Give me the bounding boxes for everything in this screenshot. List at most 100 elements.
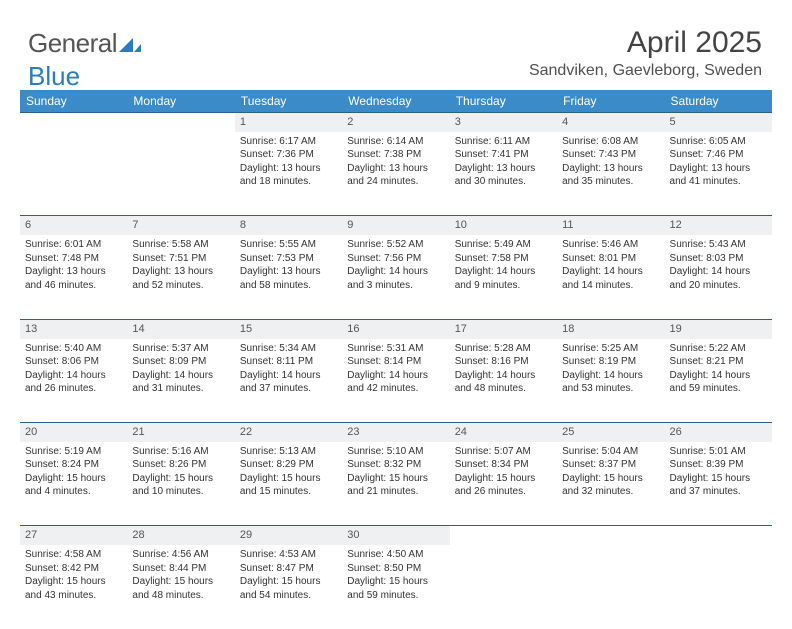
sunrise-text: Sunrise: 6:08 AM (562, 135, 659, 149)
logo-sail-icon (119, 30, 141, 61)
sunrise-text: Sunrise: 5:34 AM (240, 342, 337, 356)
day-number: 10 (450, 216, 557, 235)
sunrise-text: Sunrise: 5:16 AM (132, 445, 229, 459)
sunrise-text: Sunrise: 5:04 AM (562, 445, 659, 459)
day-number: 1 (235, 113, 342, 132)
day-cell: Sunrise: 5:10 AMSunset: 8:32 PMDaylight:… (342, 442, 449, 526)
day-number: 4 (557, 113, 664, 132)
sunset-text: Sunset: 8:26 PM (132, 458, 229, 472)
day-cell: Sunrise: 5:28 AMSunset: 8:16 PMDaylight:… (450, 339, 557, 423)
data-row: Sunrise: 5:19 AMSunset: 8:24 PMDaylight:… (20, 442, 772, 526)
sunrise-text: Sunrise: 6:05 AM (670, 135, 767, 149)
day-number: 9 (342, 216, 449, 235)
day-number: 29 (235, 526, 342, 545)
sunrise-text: Sunrise: 5:13 AM (240, 445, 337, 459)
day-number: 28 (127, 526, 234, 545)
col-thursday: Thursday (450, 90, 557, 113)
day-cell: Sunrise: 5:34 AMSunset: 8:11 PMDaylight:… (235, 339, 342, 423)
daylight-text-2: and 30 minutes. (455, 175, 552, 189)
col-sunday: Sunday (20, 90, 127, 113)
daylight-text-1: Daylight: 15 hours (670, 472, 767, 486)
daylight-text-1: Daylight: 15 hours (562, 472, 659, 486)
day-cell: Sunrise: 5:49 AMSunset: 7:58 PMDaylight:… (450, 235, 557, 319)
sunrise-text: Sunrise: 5:22 AM (670, 342, 767, 356)
day-number: 7 (127, 216, 234, 235)
sunset-text: Sunset: 7:53 PM (240, 252, 337, 266)
day-cell: Sunrise: 5:07 AMSunset: 8:34 PMDaylight:… (450, 442, 557, 526)
daylight-text-2: and 41 minutes. (670, 175, 767, 189)
sunset-text: Sunset: 8:19 PM (562, 355, 659, 369)
data-row: Sunrise: 4:58 AMSunset: 8:42 PMDaylight:… (20, 545, 772, 629)
day-cell: Sunrise: 6:01 AMSunset: 7:48 PMDaylight:… (20, 235, 127, 319)
day-cell: Sunrise: 4:50 AMSunset: 8:50 PMDaylight:… (342, 545, 449, 629)
day-cell: Sunrise: 6:08 AMSunset: 7:43 PMDaylight:… (557, 132, 664, 216)
day-number: 19 (665, 319, 772, 338)
sunrise-text: Sunrise: 5:52 AM (347, 238, 444, 252)
day-cell: Sunrise: 5:55 AMSunset: 7:53 PMDaylight:… (235, 235, 342, 319)
daylight-text-2: and 9 minutes. (455, 279, 552, 293)
day-cell: Sunrise: 5:04 AMSunset: 8:37 PMDaylight:… (557, 442, 664, 526)
daylight-text-1: Daylight: 15 hours (455, 472, 552, 486)
daylight-text-1: Daylight: 14 hours (670, 265, 767, 279)
daylight-text-2: and 4 minutes. (25, 485, 122, 499)
day-cell: Sunrise: 6:05 AMSunset: 7:46 PMDaylight:… (665, 132, 772, 216)
sunrise-text: Sunrise: 5:25 AM (562, 342, 659, 356)
daylight-text-1: Daylight: 13 hours (347, 162, 444, 176)
daylight-text-1: Daylight: 14 hours (25, 369, 122, 383)
day-number: 15 (235, 319, 342, 338)
daylight-text-2: and 52 minutes. (132, 279, 229, 293)
sunset-text: Sunset: 7:48 PM (25, 252, 122, 266)
sunrise-text: Sunrise: 6:01 AM (25, 238, 122, 252)
daylight-text-2: and 48 minutes. (132, 589, 229, 603)
day-cell: Sunrise: 4:56 AMSunset: 8:44 PMDaylight:… (127, 545, 234, 629)
daylight-text-2: and 53 minutes. (562, 382, 659, 396)
data-row: Sunrise: 6:01 AMSunset: 7:48 PM Daylight:… (20, 235, 772, 319)
day-cell: Sunrise: 5:46 AMSunset: 8:01 PMDaylight:… (557, 235, 664, 319)
daylight-text-1: Daylight: 13 hours (562, 162, 659, 176)
logo: General Blue (28, 28, 141, 92)
sunset-text: Sunset: 8:42 PM (25, 562, 122, 576)
day-number: 17 (450, 319, 557, 338)
sunrise-text: Sunrise: 5:55 AM (240, 238, 337, 252)
sunrise-text: Sunrise: 5:10 AM (347, 445, 444, 459)
day-cell: Sunrise: 5:58 AMSunset: 7:51 PMDaylight:… (127, 235, 234, 319)
sunset-text: Sunset: 7:38 PM (347, 148, 444, 162)
sunrise-text: Sunrise: 6:14 AM (347, 135, 444, 149)
daylight-text-2: and 20 minutes. (670, 279, 767, 293)
day-cell: Sunrise: 4:58 AMSunset: 8:42 PMDaylight:… (20, 545, 127, 629)
daylight-text-2: and 24 minutes. (347, 175, 444, 189)
day-number: 8 (235, 216, 342, 235)
logo-text-2: Blue (28, 61, 80, 91)
day-cell (665, 545, 772, 629)
daynum-row: 6789101112 (20, 216, 772, 235)
col-monday: Monday (127, 90, 234, 113)
daylight-text-1: Daylight: 14 hours (562, 265, 659, 279)
day-number (20, 113, 127, 132)
day-cell: Sunrise: 5:16 AMSunset: 8:26 PMDaylight:… (127, 442, 234, 526)
day-cell: Sunrise: 5:52 AMSunset: 7:56 PMDaylight:… (342, 235, 449, 319)
day-number: 22 (235, 423, 342, 442)
day-number: 24 (450, 423, 557, 442)
day-number: 6 (20, 216, 127, 235)
daylight-text-2: and 21 minutes. (347, 485, 444, 499)
logo-text-1: General (28, 28, 117, 58)
day-number: 12 (665, 216, 772, 235)
sunset-text: Sunset: 7:41 PM (455, 148, 552, 162)
daylight-text-1: Daylight: 14 hours (132, 369, 229, 383)
day-number (450, 526, 557, 545)
daylight-text-2: and 18 minutes. (240, 175, 337, 189)
day-number: 16 (342, 319, 449, 338)
daylight-text-2: and 31 minutes. (132, 382, 229, 396)
daylight-text-1: Daylight: 13 hours (240, 265, 337, 279)
daylight-text-1: Daylight: 14 hours (455, 265, 552, 279)
day-cell: Sunrise: 5:22 AMSunset: 8:21 PMDaylight:… (665, 339, 772, 423)
day-number: 23 (342, 423, 449, 442)
day-number: 13 (20, 319, 127, 338)
daynum-row: 27282930 (20, 526, 772, 545)
sunset-text: Sunset: 8:03 PM (670, 252, 767, 266)
day-number: 30 (342, 526, 449, 545)
sunset-text: Sunset: 8:24 PM (25, 458, 122, 472)
daylight-text-2: and 43 minutes. (25, 589, 122, 603)
sunrise-text: Sunrise: 4:53 AM (240, 548, 337, 562)
sunrise-text: Sunrise: 4:56 AM (132, 548, 229, 562)
